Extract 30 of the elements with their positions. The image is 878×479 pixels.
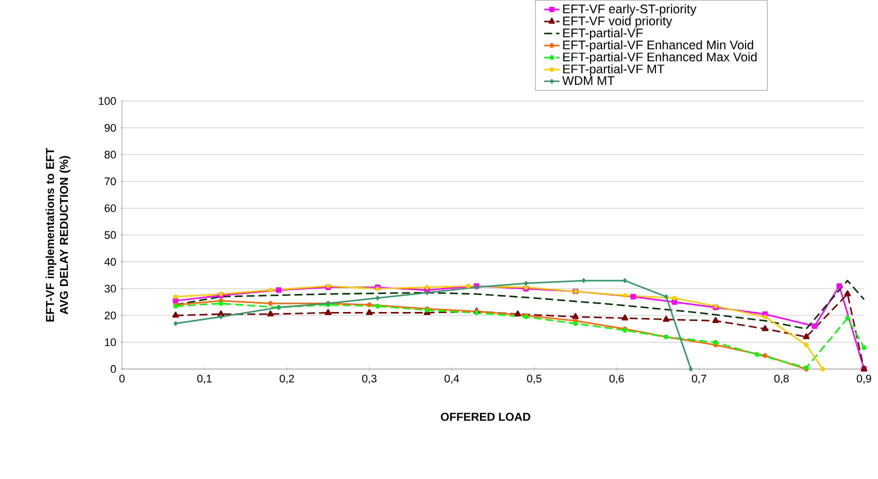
y-tick-label: 70 xyxy=(104,178,116,186)
x-tick-label: 0,7 xyxy=(692,374,706,384)
legend-label: EFT-partial-VF xyxy=(563,28,643,40)
legend-label: WDM MT xyxy=(562,76,614,85)
x-tick-label: 0,8 xyxy=(774,374,789,384)
y-tick-label: 80 xyxy=(104,150,116,158)
y-tick-label: 60 xyxy=(104,204,116,212)
legend-label: EFT-partial-VF Enhanced Min Void xyxy=(563,40,754,52)
x-tick-label: 0,9 xyxy=(856,374,872,384)
y-tick-label: 0 xyxy=(110,365,116,373)
x-axis-title: OFFERED LOAD xyxy=(440,412,530,421)
x-tick-label: 0,4 xyxy=(444,374,460,384)
legend-label: EFT-partial-VF Enhanced Max Void xyxy=(563,52,757,64)
legend-label: EFT-VF void priority xyxy=(563,16,672,28)
x-tick-label: 0,1 xyxy=(197,374,212,384)
y-tick-label: 40 xyxy=(104,258,116,266)
y-tick-label: 20 xyxy=(104,312,116,320)
x-tick-label: 0 xyxy=(119,374,125,382)
y-tick-label: 10 xyxy=(105,338,116,346)
legend-label: EFT-partial-VF MT xyxy=(563,64,664,76)
x-tick-label: 0,2 xyxy=(280,374,294,384)
x-tick-label: 0,5 xyxy=(527,374,542,384)
y-axis-title: EFT-VF implementations to EFT AVG DELAY REDUCTION (%) xyxy=(46,148,70,322)
legend-label: EFT-VF early-ST-priority xyxy=(563,4,696,16)
y-tick-label: 90 xyxy=(104,124,116,132)
x-tick-label: 0,3 xyxy=(362,374,376,384)
y-tick-label: 100 xyxy=(98,97,116,105)
y-tick-label: 30 xyxy=(104,284,116,292)
y-tick-label: 50 xyxy=(104,231,116,239)
x-tick-label: 0,6 xyxy=(609,374,624,384)
